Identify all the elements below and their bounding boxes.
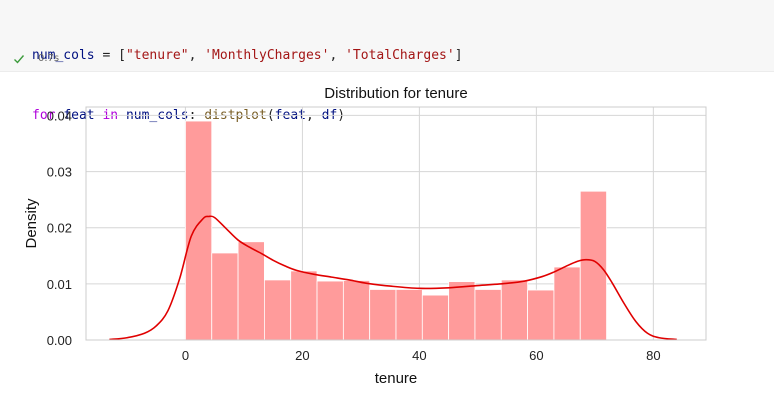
code-line-1: num_cols = ["tenure", 'MonthlyCharges', … [32,46,463,66]
histogram-bar [211,252,239,341]
histogram-bars [185,120,607,341]
histogram-bar [579,190,607,341]
histogram-bar [290,270,318,341]
x-tick-label: 20 [295,348,309,363]
execution-status: 0.7s [12,50,59,66]
kde-curve [109,215,677,341]
x-tick-label: 40 [412,348,426,363]
code-cell[interactable]: num_cols = ["tenure", 'MonthlyCharges', … [0,0,774,123]
histogram-bar [185,120,213,341]
histogram-bar [474,289,502,341]
check-icon [12,51,26,65]
y-tick-label: 0.01 [47,277,72,292]
x-tick-label: 80 [646,348,660,363]
cell-output: 0 20 40 60 80 0.00 0.01 0.02 0.03 0.04 Distributi… [0,72,774,401]
y-tick-label: 0.03 [47,165,72,180]
code-token: "tenure" [125,48,189,63]
histogram-bar [395,289,423,341]
histogram-bar [527,289,555,341]
x-tick-label: 60 [529,348,543,363]
code-token: num_cols [32,48,95,63]
code-token: , [329,48,346,63]
x-axis-label: tenure [375,370,418,387]
histogram-bar [448,281,476,341]
y-axis-label: Density [23,198,40,249]
histogram-bar [316,280,344,341]
chart-title: Distribution for tenure [324,85,467,102]
histogram-bar [342,280,371,341]
histogram-bar [263,279,292,341]
x-tick-label: 0 [182,348,189,363]
code-token: ] [454,48,463,63]
histogram-bar [369,289,397,341]
y-tick-label: 0.04 [47,108,72,123]
histogram-bar [421,294,450,341]
code-token: = [ [94,48,126,63]
distribution-chart: 0 20 40 60 80 0.00 0.01 0.02 0.03 0.04 Distributi… [23,85,707,387]
code-token: feat [63,108,95,123]
histogram-bar [553,266,581,341]
y-tick-label: 0.02 [47,221,72,236]
histogram-bar [237,241,265,341]
code-token: 'MonthlyCharges' [204,48,330,63]
execution-time: 0.7s [38,52,60,64]
histogram-bar [500,279,529,341]
code-token: for [32,108,56,123]
tick-labels: 0 20 40 60 80 0.00 0.01 0.02 0.03 0.04 [47,108,661,363]
code-token: 'TotalCharges' [345,48,455,63]
code-token: , [188,48,205,63]
plot-frame [85,106,707,341]
y-tick-label: 0.00 [47,333,72,348]
kde-curve-layer [109,215,677,341]
